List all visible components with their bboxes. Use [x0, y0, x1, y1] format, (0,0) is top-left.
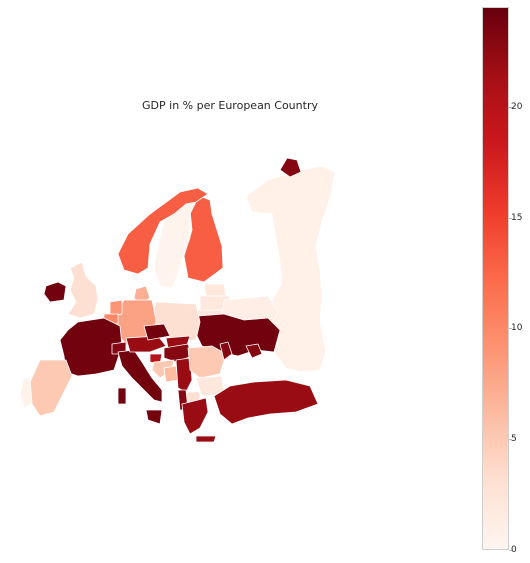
- colorbar-tick-mark: [509, 328, 512, 329]
- region-spain: [29, 359, 73, 417]
- colorbar: [482, 7, 509, 550]
- region-russia: [245, 165, 336, 373]
- region-estonia: [203, 283, 227, 297]
- region-austria: [125, 335, 167, 353]
- region-ireland: [43, 281, 67, 303]
- region-kaliningrad: [279, 157, 302, 178]
- region-romania: [187, 345, 227, 379]
- region-uk: [67, 261, 99, 319]
- region-greece: [181, 397, 217, 443]
- colorbar-tick-mark: [509, 218, 512, 219]
- region-moldova: [219, 341, 233, 361]
- region-portugal: [19, 377, 33, 409]
- colorbar-tick-mark: [509, 439, 512, 440]
- region-cyprus-russia-enclave: [245, 343, 263, 359]
- colorbar-tick-label: 5: [511, 434, 517, 444]
- region-france: [59, 317, 123, 377]
- region-bosnia: [163, 365, 179, 383]
- colorbar-tick-label: 10: [511, 323, 523, 333]
- region-italy: [117, 349, 163, 425]
- colorbar-tick-label: 0: [511, 545, 517, 555]
- colorbar-tick-label: 15: [511, 213, 523, 223]
- region-netherlands: [109, 299, 123, 317]
- europe-map: [19, 157, 336, 443]
- region-finland: [183, 194, 224, 283]
- colorbar-tick-mark: [509, 107, 512, 108]
- region-turkey: [213, 379, 319, 425]
- region-serbia: [175, 357, 193, 393]
- colorbar-tick-mark: [509, 550, 512, 551]
- region-norway: [117, 187, 209, 275]
- colorbar-tick-label: 20: [511, 102, 523, 112]
- map-title: GDP in % per European Country: [142, 99, 318, 112]
- region-czechia: [143, 323, 171, 341]
